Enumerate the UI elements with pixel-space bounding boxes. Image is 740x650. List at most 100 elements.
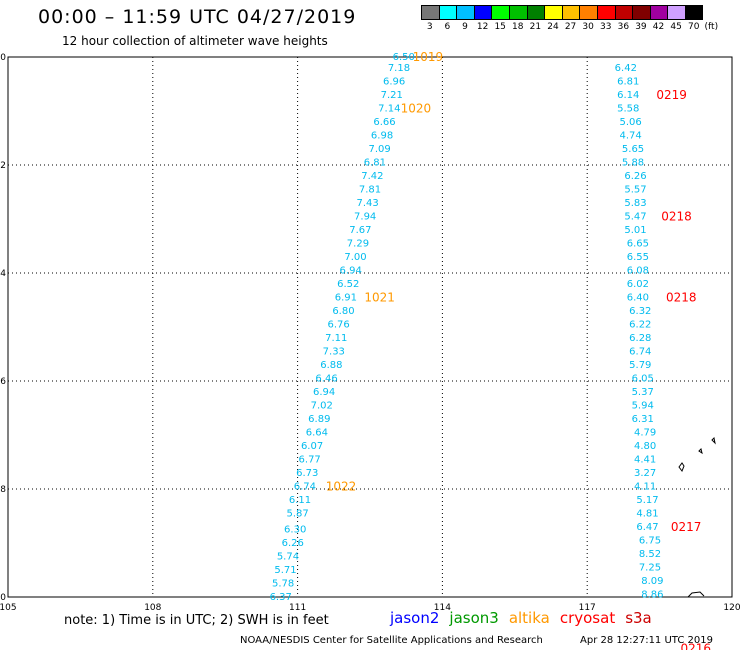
- wave-height-value: 7.00: [344, 252, 366, 263]
- scale-swatch: [649, 5, 668, 20]
- wave-height-value: 5.17: [636, 495, 658, 506]
- scale-swatch: [526, 5, 545, 20]
- wave-height-value: 6.96: [383, 76, 405, 87]
- wave-height-value: 6.55: [627, 252, 649, 263]
- x-tick-label: 120: [723, 603, 740, 613]
- scale-swatch: [667, 5, 685, 20]
- scale-label: 70: [687, 22, 700, 32]
- wave-height-value: 8.86: [641, 589, 663, 600]
- scale-label: 3: [426, 22, 433, 32]
- wave-height-value: 5.37: [632, 387, 654, 398]
- wave-height-value: 6.89: [308, 414, 330, 425]
- wave-height-value: 5.79: [629, 360, 651, 371]
- scale-swatch: [508, 5, 527, 20]
- scale-label: 30: [582, 22, 594, 32]
- scale-label: 45: [670, 22, 682, 32]
- wave-height-value: 8.52: [639, 549, 661, 560]
- wave-height-value: 6.74: [294, 481, 316, 492]
- wave-height-value: 6.11: [289, 495, 311, 506]
- scale-swatch: [684, 5, 703, 20]
- wave-height-value: 3.27: [634, 468, 656, 479]
- wave-height-value: 5.01: [624, 225, 646, 236]
- scale-label: 42: [652, 22, 665, 32]
- color-scale-legend: 3 6 9 12 15 18 21 24 27 30 33 36 39 42 45 70 (ft): [421, 5, 720, 32]
- scale-cell: 21: [526, 5, 545, 32]
- wave-height-value: 6.88: [320, 360, 342, 371]
- wave-height-value: 5.88: [622, 157, 644, 168]
- wave-height-value: 4.11: [634, 481, 656, 492]
- wave-height-value: 6.77: [299, 454, 321, 465]
- wave-height-value: 7.81: [359, 184, 381, 195]
- scale-cell: 45: [667, 5, 685, 32]
- scale-cell: 27: [561, 5, 580, 32]
- scale-swatch: [614, 5, 633, 20]
- scale-cell: 3: [421, 5, 439, 32]
- scale-label: 36: [617, 22, 630, 32]
- scale-swatch: [632, 5, 650, 20]
- y-tick-label: -18: [0, 485, 6, 495]
- wave-height-value: 7.09: [369, 144, 391, 155]
- wave-height-value: 6.91: [335, 292, 357, 303]
- pass-label: 1021: [364, 290, 395, 304]
- wave-height-value: 6.94: [313, 387, 335, 398]
- wave-height-value: 4.41: [634, 454, 656, 465]
- wave-height-value: 7.14: [378, 103, 400, 114]
- wave-height-value: 5.47: [624, 211, 646, 222]
- wave-height-value: 6.75: [639, 535, 661, 546]
- legend-entry: altika: [508, 609, 550, 627]
- scale-swatch: [544, 5, 562, 20]
- chart-title: 00:00 – 11:59 UTC 04/27/2019: [38, 6, 357, 28]
- scale-cell: 36: [614, 5, 633, 32]
- x-tick-label: 114: [434, 603, 451, 613]
- island-outline: [678, 462, 685, 473]
- scale-cell: (ft): [703, 5, 721, 32]
- scale-label: 18: [512, 22, 524, 32]
- wave-height-value: 4.81: [636, 508, 658, 519]
- satellite-legend: jason2 jason3 altika cryosat s3a: [390, 609, 662, 627]
- wave-height-value: 6.07: [301, 441, 323, 452]
- wave-height-value: 7.42: [361, 171, 383, 182]
- wave-height-value: 6.42: [615, 63, 637, 74]
- wave-height-value: 7.25: [639, 562, 661, 573]
- wave-height-value: 6.37: [270, 592, 292, 603]
- scale-cell: 12: [473, 5, 492, 32]
- wave-height-value: 6.26: [282, 538, 304, 549]
- scale-label: 12: [476, 22, 489, 32]
- wave-height-value: 6.02: [627, 279, 649, 290]
- wave-height-value: 6.28: [629, 333, 651, 344]
- scale-swatch: [491, 5, 509, 20]
- pass-label: 0217: [671, 520, 702, 534]
- legend-entry: jason3: [449, 609, 499, 627]
- scale-label: 9: [462, 22, 468, 32]
- scale-cell: 24: [544, 5, 562, 32]
- legend-entry: cryosat: [559, 609, 616, 627]
- wave-height-value: 6.73: [296, 468, 318, 479]
- wave-height-value: 7.21: [381, 90, 403, 101]
- wave-height-value: 7.11: [325, 333, 347, 344]
- wave-height-value: 8.09: [641, 576, 663, 587]
- pass-label: 1022: [326, 479, 357, 493]
- wave-height-value: 6.81: [617, 76, 639, 87]
- wave-height-value: 4.74: [620, 130, 642, 141]
- plot-frame: [7, 56, 733, 598]
- x-tick-label: 111: [289, 603, 306, 613]
- scale-cell: 15: [491, 5, 509, 32]
- scale-label: 39: [635, 22, 647, 32]
- wave-height-value: 6.64: [306, 427, 328, 438]
- scale-swatch: [456, 5, 474, 20]
- scale-swatch: [596, 5, 615, 20]
- wave-height-value: 5.78: [272, 579, 294, 590]
- scale-cell: 9: [456, 5, 474, 32]
- wave-height-value: 6.47: [636, 522, 658, 533]
- wave-height-value: 6.52: [337, 279, 359, 290]
- wave-height-value: 5.94: [632, 400, 654, 411]
- scale-swatch: [438, 5, 457, 20]
- scale-cell: 70: [684, 5, 703, 32]
- scale-cell: 33: [596, 5, 615, 32]
- scale-swatch: [421, 5, 439, 20]
- footer-credit: NOAA/NESDIS Center for Satellite Applica…: [240, 635, 543, 646]
- wave-height-value: 6.05: [632, 373, 654, 384]
- wave-height-value: 5.87: [286, 508, 308, 519]
- scale-label: 21: [529, 22, 542, 32]
- coastline: [687, 591, 705, 598]
